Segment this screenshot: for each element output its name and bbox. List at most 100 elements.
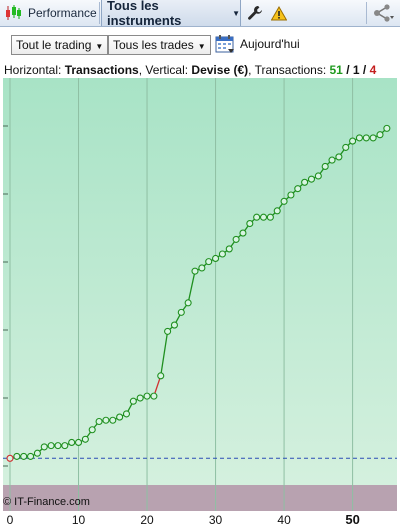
grid-lines: [3, 78, 354, 511]
data-point: [157, 372, 165, 380]
data-point: [164, 327, 172, 335]
chevron-down-icon: ▼: [197, 42, 206, 51]
data-point: [116, 413, 124, 421]
data-point: [177, 308, 185, 316]
data-point: [136, 394, 144, 402]
data-point: [369, 134, 377, 142]
chart-info-line: Horizontal: Transactions, Vertical: Devi…: [4, 63, 376, 77]
data-point: [20, 452, 28, 460]
data-point: [294, 185, 302, 193]
data-point: [13, 452, 21, 460]
calendar-icon[interactable]: [215, 34, 235, 54]
trades-filter-select[interactable]: Tous les trades ▼: [108, 35, 211, 55]
data-point: [95, 417, 103, 426]
count-separator: /: [342, 63, 353, 77]
data-point: [191, 267, 199, 275]
data-point: [205, 258, 213, 266]
data-point: [266, 213, 274, 221]
watermark: © IT-Finance.com: [3, 496, 90, 508]
loss-count: 4: [369, 63, 377, 77]
data-point: [129, 397, 137, 405]
data-point: [198, 264, 206, 272]
data-point: [259, 213, 268, 221]
loss-zone: [3, 485, 397, 511]
data-point: [68, 438, 76, 446]
data-point: [321, 162, 329, 170]
data-point: [314, 172, 322, 180]
data-point: [61, 442, 69, 450]
vertical-prefix: , Vertical:: [138, 63, 192, 77]
x-tick-label: 30: [209, 513, 223, 527]
data-point: [362, 134, 370, 142]
data-point: [218, 250, 226, 258]
even-count: 1: [352, 63, 360, 77]
data-point: [170, 321, 178, 329]
gain-segment: [160, 331, 169, 376]
x-tick-label: 20: [140, 513, 154, 527]
data-point: [225, 245, 233, 253]
data-point: [47, 442, 55, 450]
data-point: [81, 435, 89, 443]
warning-icon[interactable]: [270, 0, 288, 26]
data-point: [102, 416, 110, 424]
data-point: [239, 229, 247, 237]
data-point: [342, 143, 350, 151]
trading-filter-select[interactable]: Tout le trading ▼: [11, 35, 109, 55]
data-point: [122, 410, 131, 418]
wrench-icon[interactable]: [246, 0, 264, 26]
count-separator: /: [359, 63, 370, 77]
toolbar-separator: [99, 2, 100, 24]
today-label[interactable]: Aujourd'hui: [240, 37, 300, 51]
data-point: [383, 124, 391, 132]
trading-filter-value: Tout le trading: [16, 38, 92, 52]
filter-bar: Tout le trading ▼ Tous les trades ▼ Aujour…: [0, 27, 400, 62]
win-count: 51: [329, 63, 343, 77]
instruments-dropdown[interactable]: Tous les instruments ▼: [101, 0, 241, 28]
data-point: [349, 137, 357, 145]
chevron-down-icon: ▼: [95, 42, 104, 51]
trades-filter-value: Tous les trades: [113, 38, 194, 52]
candlestick-icon[interactable]: [4, 0, 22, 26]
data-point: [74, 438, 83, 446]
data-point: [88, 426, 96, 434]
data-point: [212, 254, 220, 262]
x-axis-ticks: 0 10 20 30 40 50: [7, 512, 360, 527]
data-point: [301, 178, 309, 186]
data-points: [6, 124, 391, 462]
performance-tab[interactable]: Performance: [28, 6, 97, 20]
instruments-label: Tous les instruments: [107, 0, 182, 28]
chevron-down-icon: ▼: [232, 8, 240, 18]
x-tick-label: 0: [7, 513, 14, 527]
data-point: [328, 156, 336, 164]
data-point: [54, 442, 62, 450]
x-tick-label: 50: [345, 512, 359, 527]
equity-curve-chart[interactable]: 0 10 20 30 40 50: [0, 60, 400, 530]
data-point: [33, 449, 41, 457]
data-point: [143, 392, 151, 400]
horizontal-axis-value: Transactions: [64, 63, 139, 77]
data-point: [150, 392, 158, 400]
plot-area: [3, 78, 397, 485]
data-point: [184, 299, 192, 307]
data-point: [246, 220, 254, 228]
data-point: [376, 131, 384, 139]
data-point: [280, 197, 288, 205]
data-point: [335, 153, 343, 161]
loss-segment: [153, 375, 162, 397]
data-point: [253, 213, 261, 221]
data-point: [40, 443, 48, 451]
data-point: [27, 452, 35, 460]
data-point: [6, 454, 14, 462]
data-point: [273, 207, 281, 215]
horizontal-prefix: Horizontal:: [4, 63, 65, 77]
share-icon[interactable]: [370, 0, 396, 26]
vertical-axis-value: Devise (€): [191, 63, 249, 77]
x-tick-label: 10: [72, 513, 86, 527]
x-tick-label: 40: [277, 513, 291, 527]
data-point: [307, 175, 316, 183]
data-point: [355, 134, 363, 142]
top-toolbar: Performance Tous les instruments ▼: [0, 0, 400, 28]
data-point: [109, 416, 117, 424]
data-point: [232, 235, 240, 243]
gain-segment: [187, 271, 196, 303]
